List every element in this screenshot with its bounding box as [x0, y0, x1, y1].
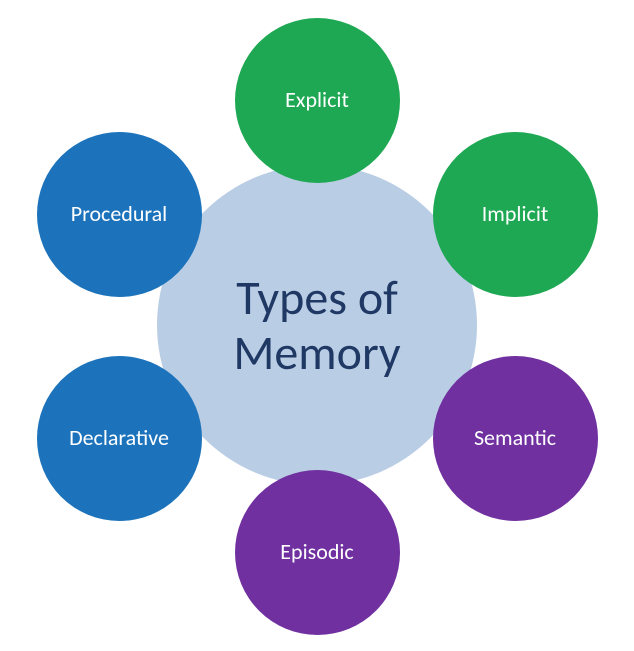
node-episodic: Episodic [235, 470, 400, 635]
node-procedural-label: Procedural [71, 201, 167, 226]
node-episodic-label: Episodic [280, 539, 353, 564]
center-hub: Types of Memory [157, 165, 477, 485]
node-procedural: Procedural [37, 132, 202, 297]
node-semantic-label: Semantic [474, 425, 556, 450]
memory-types-diagram: Types of Memory Explicit Implicit Semant… [0, 0, 634, 651]
node-explicit: Explicit [235, 18, 400, 183]
node-implicit-label: Implicit [482, 201, 549, 226]
node-explicit-label: Explicit [285, 87, 349, 112]
node-declarative: Declarative [37, 356, 202, 521]
node-declarative-label: Declarative [69, 425, 169, 450]
node-semantic: Semantic [433, 356, 598, 521]
node-implicit: Implicit [433, 132, 598, 297]
center-label: Types of Memory [233, 270, 400, 380]
